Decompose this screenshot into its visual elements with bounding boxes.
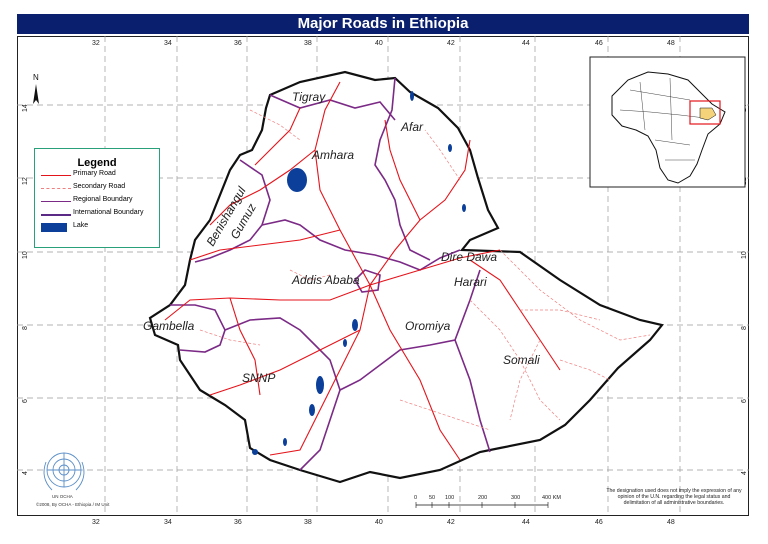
region-afar: Afar bbox=[400, 120, 424, 134]
scale-label-0: 0 bbox=[414, 495, 417, 501]
lon-tick-44-bottom: 44 bbox=[522, 519, 530, 526]
lat-tick-6: 6 bbox=[22, 399, 29, 403]
lat-tick-14: 14 bbox=[22, 104, 29, 112]
legend-item-regional-boundary: Regional Boundary bbox=[35, 195, 159, 208]
north-arrow-label: N bbox=[33, 73, 39, 82]
legend-item-secondary-road: Secondary Road bbox=[35, 182, 159, 195]
region-addis-ababa: Addis Ababa bbox=[291, 273, 360, 287]
lon-tick-40: 40 bbox=[375, 40, 383, 47]
scale-label-300: 300 bbox=[511, 495, 520, 501]
inset-africa-map bbox=[589, 56, 746, 188]
lat-tick-8: 8 bbox=[22, 326, 29, 330]
lat-tick-8-right: 8 bbox=[741, 326, 748, 330]
legend: Legend Primary Road Secondary Road Regio… bbox=[34, 148, 160, 248]
lon-tick-38-bottom: 38 bbox=[304, 519, 312, 526]
legend-item-international-boundary: International Boundary bbox=[35, 208, 159, 221]
lon-tick-34: 34 bbox=[164, 40, 172, 47]
legend-label: Primary Road bbox=[73, 170, 116, 177]
un-emblem-icon bbox=[43, 452, 85, 491]
scale-label-50: 50 bbox=[429, 495, 435, 501]
lakes bbox=[252, 91, 466, 455]
inset-highlight-box bbox=[689, 100, 721, 125]
scale-label-100: 100 bbox=[445, 495, 454, 501]
lon-tick-36: 36 bbox=[234, 40, 242, 47]
lon-tick-34-bottom: 34 bbox=[164, 519, 172, 526]
lon-tick-36-bottom: 36 bbox=[234, 519, 242, 526]
country-outline bbox=[148, 70, 664, 484]
lake-tana bbox=[287, 168, 307, 192]
legend-title: Legend bbox=[77, 157, 117, 169]
credit-text: ©2008, By OCHA - Ethiopia / IM Unit bbox=[36, 502, 110, 507]
lon-tick-40-bottom: 40 bbox=[375, 519, 383, 526]
lon-tick-38: 38 bbox=[304, 40, 312, 47]
secondary-roads bbox=[199, 109, 651, 431]
lon-tick-42: 42 bbox=[447, 40, 455, 47]
legend-item-primary-road: Primary Road bbox=[35, 169, 159, 182]
region-gambella: Gambella bbox=[143, 319, 195, 333]
primary-roads bbox=[164, 81, 561, 461]
lon-tick-48-bottom: 48 bbox=[667, 519, 675, 526]
scale-label-200: 200 bbox=[478, 495, 487, 501]
africa-outline bbox=[611, 71, 726, 184]
region-dire-dawa: Dire Dawa bbox=[441, 250, 497, 264]
region-tigray: Tigray bbox=[292, 90, 326, 104]
region-snnp: SNNP bbox=[242, 371, 275, 385]
longitude-ticks-bottom: 32 34 36 38 40 42 44 46 48 bbox=[92, 519, 675, 526]
lat-tick-10: 10 bbox=[22, 251, 29, 259]
lat-tick-4: 4 bbox=[22, 471, 29, 475]
legend-label: International Boundary bbox=[73, 209, 144, 216]
lat-tick-6-right: 6 bbox=[741, 399, 748, 403]
region-harari: Harari bbox=[454, 275, 487, 289]
map-title: Major Roads in Ethiopia bbox=[17, 14, 749, 34]
lon-tick-32: 32 bbox=[92, 40, 100, 47]
lon-tick-48: 48 bbox=[667, 40, 675, 47]
lat-tick-4-right: 4 bbox=[741, 471, 748, 475]
scale-bar: 0 50 100 200 300 400 KM bbox=[414, 495, 561, 508]
lat-tick-10-right: 10 bbox=[741, 251, 748, 259]
primary-road-swatch bbox=[41, 175, 71, 176]
lat-tick-12: 12 bbox=[22, 177, 29, 185]
un-logo-label: UN OCHA bbox=[52, 494, 73, 499]
latitude-ticks-left: 14 12 10 8 6 4 bbox=[22, 104, 29, 475]
lon-tick-32-bottom: 32 bbox=[92, 519, 100, 526]
regional-boundary-swatch bbox=[41, 201, 71, 202]
region-amhara: Amhara bbox=[311, 148, 354, 162]
region-somali: Somali bbox=[503, 353, 540, 367]
secondary-road-swatch bbox=[41, 188, 71, 189]
scale-label-400: 400 KM bbox=[542, 495, 561, 501]
lake-swatch bbox=[41, 223, 67, 232]
legend-label: Regional Boundary bbox=[73, 196, 133, 203]
regional-boundaries bbox=[170, 77, 491, 471]
region-oromiya: Oromiya bbox=[405, 319, 451, 333]
legend-label: Secondary Road bbox=[73, 183, 126, 190]
lon-tick-42-bottom: 42 bbox=[447, 519, 455, 526]
lon-tick-46-bottom: 46 bbox=[595, 519, 603, 526]
lon-tick-44: 44 bbox=[522, 40, 530, 47]
north-arrow-icon: N bbox=[33, 73, 39, 104]
disclaimer-text: The designation used does not imply the … bbox=[606, 488, 742, 507]
international-boundary-swatch bbox=[41, 214, 71, 216]
legend-label: Lake bbox=[73, 222, 89, 229]
map-frame bbox=[17, 36, 749, 516]
legend-item-lake: Lake bbox=[35, 221, 159, 234]
longitude-ticks-top: 32 34 36 38 40 42 44 46 48 bbox=[92, 40, 675, 47]
lon-tick-46: 46 bbox=[595, 40, 603, 47]
